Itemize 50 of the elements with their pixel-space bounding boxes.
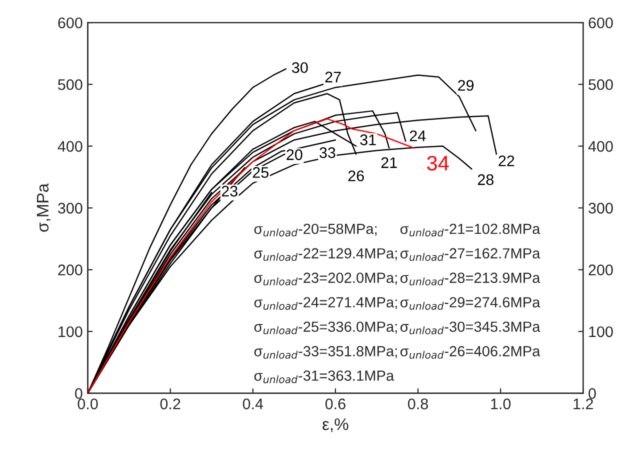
series-label: 20	[286, 149, 302, 160]
annotation: σ$_{unload}$-24=271.4MPa;	[254, 297, 397, 310]
y-tick-label: 400	[58, 141, 82, 152]
annotation: σ$_{unload}$-30=345.3MPa	[400, 322, 540, 334]
x-tick-label: 0.2	[160, 398, 180, 410]
annotation: σ$_{unload}$-22=129.4MPa;	[254, 248, 397, 261]
annotation: σ$_{unload}$-33=351.8MPa;	[254, 346, 397, 359]
annotation: σ$_{unload}$-20=58MPa;	[254, 224, 377, 236]
series-label: 28	[478, 174, 494, 186]
annotation: σ$_{unload}$-31=363.1MPa	[254, 370, 394, 384]
series-label: 29	[458, 80, 474, 91]
y2-tick-label: 400	[588, 141, 613, 152]
series-label: 25	[252, 167, 268, 178]
y-tick-label: 0	[75, 388, 82, 399]
series-label: 26	[348, 170, 364, 182]
annotation: σ$_{unload}$-29=274.6MPa	[400, 297, 540, 310]
annotation: σ$_{unload}$-28=213.9MPa	[400, 272, 540, 286]
y2-tick-label: 0	[588, 388, 596, 399]
y-tick-label: 100	[58, 326, 82, 338]
series-label: 34	[427, 156, 449, 171]
annotation: σ$_{unload}$-25=336.0MPa;	[254, 322, 397, 334]
annotation: σ$_{unload}$-21=102.8MPa	[400, 224, 540, 236]
x-tick-label: 1.2	[574, 398, 593, 410]
y2-tick-label: 500	[588, 79, 613, 90]
y-tick-label: 200	[58, 264, 82, 276]
x-tick-label: 0.0	[78, 398, 98, 410]
y2-tick-label: 600	[588, 17, 613, 28]
x-tick-label: 0.8	[408, 398, 428, 410]
annotation: σ$_{unload}$-23=202.0MPa;	[254, 272, 397, 286]
y-axis-title: σ,MPa	[36, 183, 51, 232]
x-tick-label: 0.6	[325, 398, 346, 410]
series-label: 27	[325, 72, 341, 82]
y-tick-label: 600	[58, 17, 82, 28]
y2-tick-label: 200	[588, 264, 613, 276]
y2-tick-label: 100	[589, 326, 613, 338]
series-label: 31	[360, 134, 376, 146]
annotation: σ$_{unload}$-27=162.7MPa	[400, 248, 540, 261]
x-tick-label: 1.0	[491, 398, 511, 410]
x-axis-title: ε,%	[322, 418, 348, 432]
y2-tick-label: 300	[588, 202, 613, 214]
y-tick-label: 500	[58, 79, 82, 90]
series-label: 33	[320, 147, 336, 158]
annotation: σ$_{unload}$-26=406.2MPa	[400, 346, 540, 359]
series-label: 24	[410, 130, 426, 142]
series-label: 30	[292, 62, 308, 74]
x-tick-label: 0.4	[242, 398, 264, 410]
series-label: 23	[222, 186, 238, 197]
y-tick-label: 300	[58, 202, 82, 214]
series-label: 21	[381, 157, 397, 168]
series-label: 22	[498, 155, 514, 166]
